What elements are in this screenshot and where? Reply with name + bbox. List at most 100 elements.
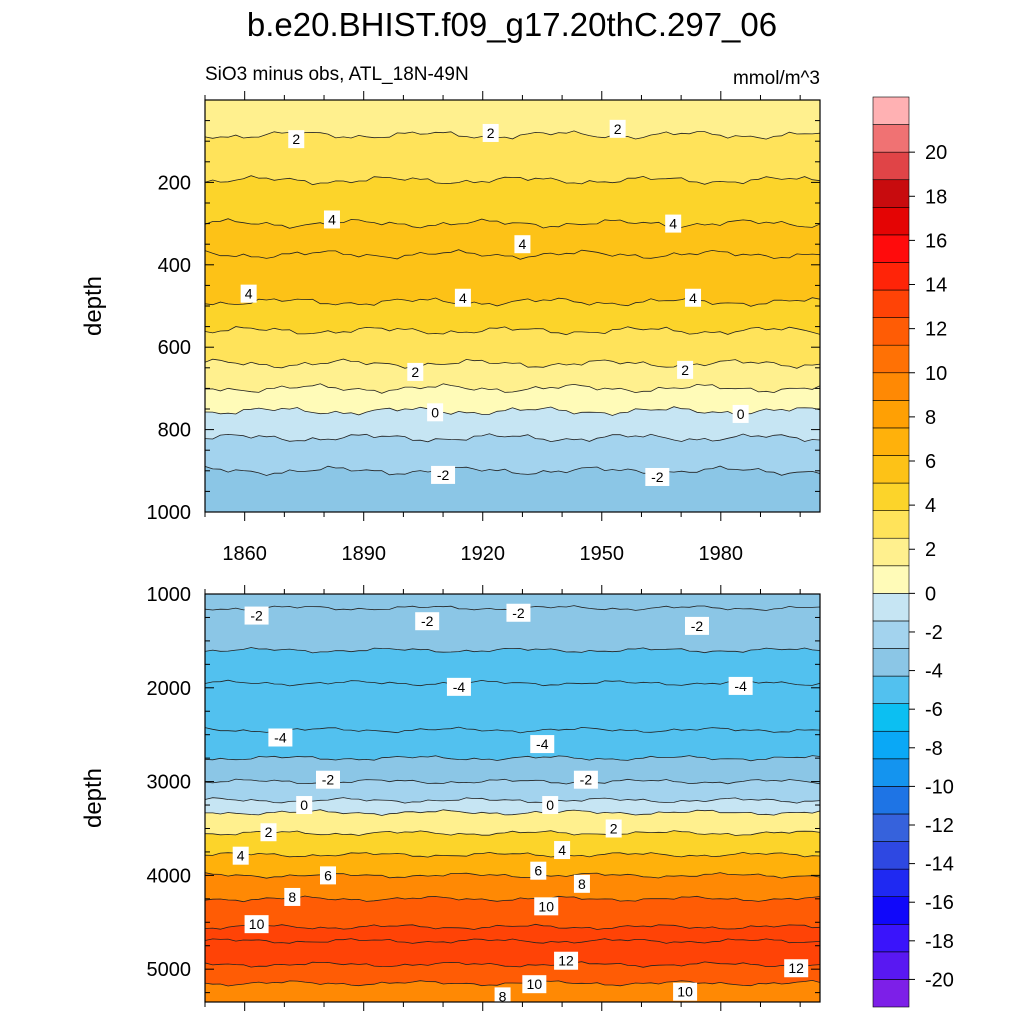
contour-label: 8 <box>573 874 590 893</box>
colorbar-swatch <box>872 96 910 125</box>
contour-label: 12 <box>554 951 579 970</box>
y-tick-label: 200 <box>158 172 191 194</box>
colorbar-swatch <box>872 565 910 594</box>
x-tick-label: 1920 <box>460 543 505 565</box>
colorbar-tick-label: 14 <box>925 275 947 297</box>
chart-subtitle: SiO3 minus obs, ATL_18N-49N <box>205 64 469 85</box>
colorbar-tick-label: -8 <box>925 738 943 760</box>
contour-label-text: 6 <box>324 867 332 883</box>
contour-line <box>205 218 820 229</box>
contour-label: -4 <box>268 728 293 747</box>
contour-label: 2 <box>605 819 622 838</box>
contour-label-text: -2 <box>512 605 525 621</box>
colorbar-tick-label: -10 <box>925 776 954 798</box>
contour-line <box>205 297 820 307</box>
contour-line <box>205 830 820 837</box>
contour-label-text: 4 <box>328 211 336 227</box>
contour-label-text: 2 <box>610 820 618 836</box>
colorbar-swatch <box>872 923 910 953</box>
colorbar-tick-label: -18 <box>925 931 954 953</box>
contour-label: 4 <box>232 846 249 865</box>
contour-label: -2 <box>685 616 709 635</box>
contour-line <box>205 726 820 734</box>
contour-line <box>205 647 820 654</box>
colorbar-tick-label: 4 <box>925 495 936 517</box>
colorbar-swatch <box>872 510 910 539</box>
contour-label-text: 8 <box>288 889 296 905</box>
contour-label: 12 <box>784 959 809 978</box>
colorbar-swatch <box>872 730 910 760</box>
contour-label-text: 4 <box>237 848 245 864</box>
contour-line <box>205 383 820 394</box>
contour-line <box>205 778 820 785</box>
colorbar: -20-18-16-14-12-10-8-6-4-202468101214161… <box>872 96 954 1008</box>
colorbar-tick-label: -16 <box>925 892 954 914</box>
contour-label-text: -4 <box>274 730 287 746</box>
contour-label-text: -2 <box>250 608 263 624</box>
contour-label: 4 <box>554 841 571 860</box>
contour-label-text: 0 <box>737 406 745 422</box>
contour-label: 2 <box>677 360 694 379</box>
colorbar-swatch <box>872 703 910 732</box>
y-tick-label: 1000 <box>147 584 192 606</box>
colorbar-swatch <box>872 262 910 291</box>
contour-label-text: 0 <box>431 404 439 420</box>
colorbar-swatch <box>872 620 910 649</box>
contour-band <box>205 466 820 512</box>
contour-label: 4 <box>665 214 682 233</box>
contour-label: 0 <box>296 796 313 815</box>
contour-label: 2 <box>407 362 424 381</box>
contour-line <box>205 895 820 903</box>
colorbar-swatch <box>872 841 910 870</box>
colorbar-swatch <box>872 179 910 208</box>
plot-frame <box>204 593 821 1003</box>
contour-line <box>205 465 820 476</box>
contour-line <box>205 755 820 762</box>
units-label: mmol/m^3 <box>732 68 820 89</box>
colorbar-tick-label: -12 <box>925 815 954 837</box>
contour-label-text: 4 <box>245 286 253 302</box>
contour-label: 0 <box>732 404 749 423</box>
contour-band <box>205 980 820 1002</box>
colorbar-tick-label: 20 <box>925 142 947 164</box>
colorbar-tick-label: 0 <box>925 583 936 605</box>
y-tick-label: 4000 <box>147 865 192 887</box>
x-tick-label: 1950 <box>580 543 625 565</box>
contour-label-text: -2 <box>580 772 593 788</box>
contour-label: 6 <box>320 866 336 885</box>
contour-line <box>205 679 820 687</box>
y-tick-label: 600 <box>158 337 191 359</box>
contour-label: 6 <box>530 861 547 880</box>
contour-label-text: 4 <box>558 842 566 858</box>
colorbar-tick-label: 10 <box>925 363 947 385</box>
contour-label-text: 8 <box>499 988 507 1004</box>
contour-label-text: 12 <box>788 960 804 976</box>
contour-label: 4 <box>240 284 257 303</box>
contour-label: 10 <box>534 897 559 916</box>
colorbar-swatch <box>872 868 910 897</box>
contour-label-text: 4 <box>519 236 527 252</box>
colorbar-swatch <box>872 289 910 318</box>
contour-label-text: -4 <box>734 678 747 694</box>
contour-label: 2 <box>609 119 626 138</box>
colorbar-tick-label: 6 <box>925 451 936 473</box>
contour-label: -2 <box>244 606 269 625</box>
contour-line <box>205 923 820 930</box>
contour-label: -2 <box>316 770 340 789</box>
x-tick-label: 1980 <box>699 543 744 565</box>
contour-label-text: 12 <box>558 953 574 969</box>
contour-label-text: -2 <box>421 613 434 629</box>
colorbar-swatch <box>872 593 910 622</box>
contour-label: 4 <box>685 288 702 307</box>
contour-label-text: 4 <box>689 290 697 306</box>
contour-line <box>205 326 820 336</box>
contour-label: -4 <box>728 676 753 695</box>
contour-label: -2 <box>645 467 670 486</box>
contour-label-text: 10 <box>677 984 693 1000</box>
contour-label-text: 2 <box>292 131 300 147</box>
contour-label: -4 <box>530 735 555 754</box>
y-tick-label: 5000 <box>147 959 192 981</box>
colorbar-tick-label: 2 <box>925 539 936 561</box>
